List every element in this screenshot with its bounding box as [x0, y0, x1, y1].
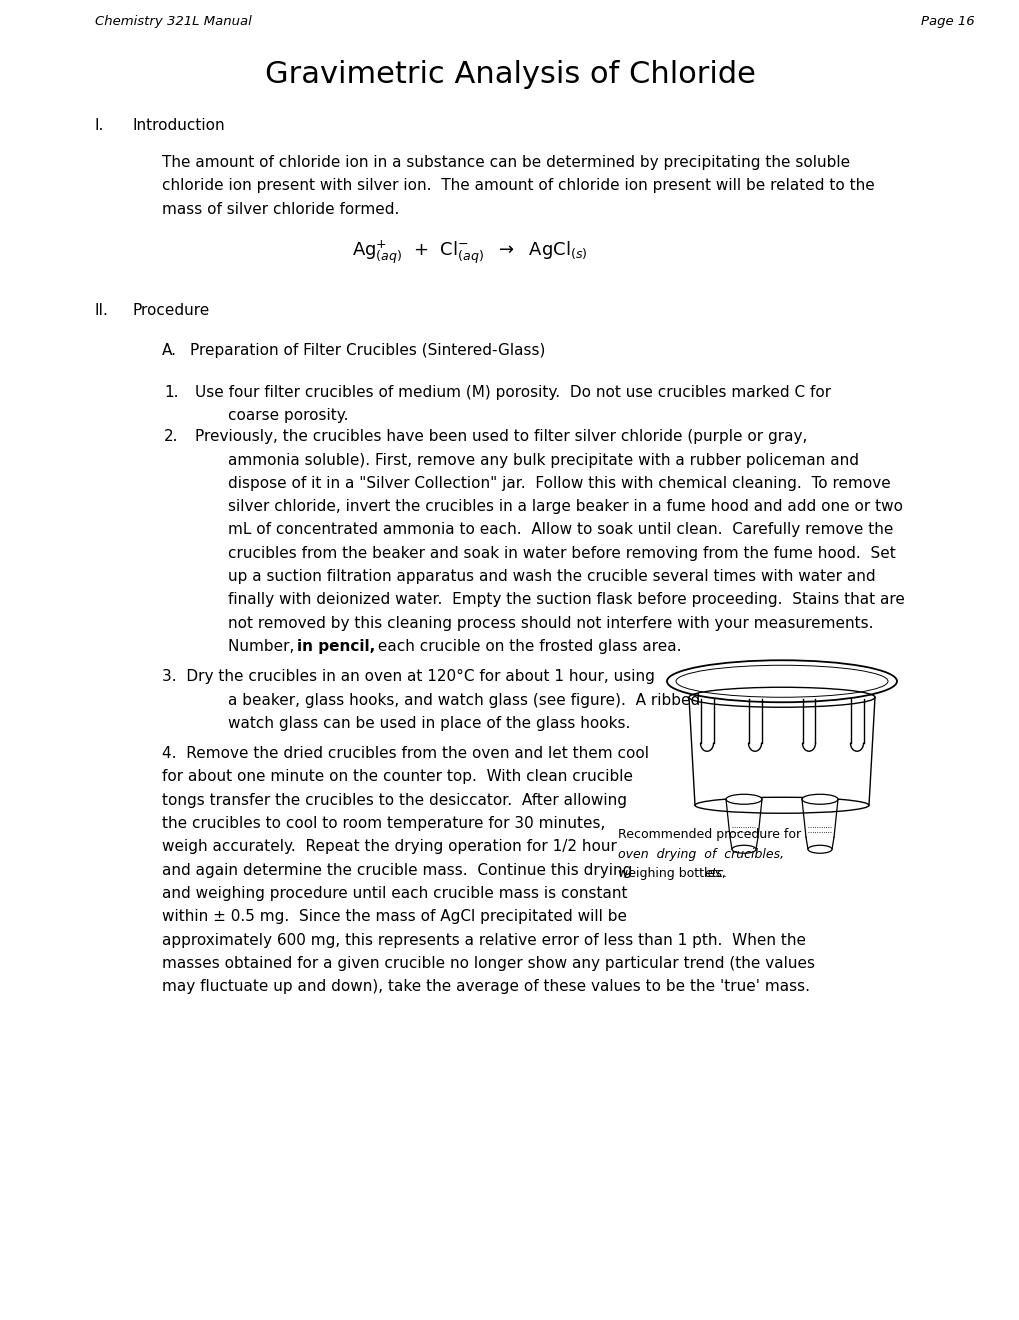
Ellipse shape	[726, 795, 761, 804]
Text: may fluctuate up and down), take the average of these values to be the 'true' ma: may fluctuate up and down), take the ave…	[162, 979, 809, 994]
Text: $\mathregular{Ag}^{+}_{(aq)}$  +  $\mathregular{Cl}^{-}_{(aq)}$  $\rightarrow$  : $\mathregular{Ag}^{+}_{(aq)}$ + $\mathre…	[352, 238, 587, 265]
Text: and weighing procedure until each crucible mass is constant: and weighing procedure until each crucib…	[162, 886, 627, 902]
Text: for about one minute on the counter top.  With clean crucible: for about one minute on the counter top.…	[162, 770, 633, 784]
Text: each crucible on the frosted glass area.: each crucible on the frosted glass area.	[373, 639, 682, 653]
Text: 2.: 2.	[164, 429, 178, 445]
Text: Number,: Number,	[228, 639, 299, 653]
Text: dispose of it in a "Silver Collection" jar.  Follow this with chemical cleaning.: dispose of it in a "Silver Collection" j…	[228, 477, 890, 491]
Text: not removed by this cleaning process should not interfere with your measurements: not removed by this cleaning process sho…	[228, 615, 872, 631]
Text: Introduction: Introduction	[131, 117, 224, 133]
Text: Procedure: Procedure	[131, 304, 209, 318]
Text: Recommended procedure for: Recommended procedure for	[618, 828, 800, 841]
Text: tongs transfer the crucibles to the desiccator.  After allowing: tongs transfer the crucibles to the desi…	[162, 793, 627, 808]
Text: masses obtained for a given crucible no longer show any particular trend (the va: masses obtained for a given crucible no …	[162, 956, 814, 970]
Text: etc.: etc.	[703, 867, 727, 880]
Text: weighing bottles,: weighing bottles,	[618, 867, 729, 880]
Ellipse shape	[732, 845, 755, 853]
Ellipse shape	[807, 845, 832, 853]
Text: Chemistry 321L Manual: Chemistry 321L Manual	[95, 15, 252, 28]
Text: a beaker, glass hooks, and watch glass (see figure).  A ribbed: a beaker, glass hooks, and watch glass (…	[228, 693, 700, 708]
Ellipse shape	[801, 795, 838, 804]
Text: approximately 600 mg, this represents a relative error of less than 1 pth.  When: approximately 600 mg, this represents a …	[162, 932, 805, 948]
Text: within ± 0.5 mg.  Since the mass of AgCl precipitated will be: within ± 0.5 mg. Since the mass of AgCl …	[162, 909, 627, 924]
Text: in pencil,: in pencil,	[298, 639, 375, 653]
Text: 3.  Dry the crucibles in an oven at 120°C for about 1 hour, using: 3. Dry the crucibles in an oven at 120°C…	[162, 669, 654, 684]
Text: watch glass can be used in place of the glass hooks.: watch glass can be used in place of the …	[228, 715, 630, 731]
Text: Previously, the crucibles have been used to filter silver chloride (purple or gr: Previously, the crucibles have been used…	[195, 429, 807, 445]
Text: coarse porosity.: coarse porosity.	[228, 408, 348, 424]
Text: A.: A.	[162, 343, 177, 358]
Text: Preparation of Filter Crucibles (Sintered-Glass): Preparation of Filter Crucibles (Sintere…	[190, 343, 545, 358]
Text: and again determine the crucible mass.  Continue this drying: and again determine the crucible mass. C…	[162, 863, 632, 878]
Text: finally with deionized water.  Empty the suction flask before proceeding.  Stain: finally with deionized water. Empty the …	[228, 593, 904, 607]
Text: The amount of chloride ion in a substance can be determined by precipitating the: The amount of chloride ion in a substanc…	[162, 154, 849, 170]
Text: 1.: 1.	[164, 385, 178, 400]
Text: the crucibles to cool to room temperature for 30 minutes,: the crucibles to cool to room temperatur…	[162, 816, 605, 832]
Text: ammonia soluble). First, remove any bulk precipitate with a rubber policeman and: ammonia soluble). First, remove any bulk…	[228, 453, 858, 467]
Text: Use four filter crucibles of medium (M) porosity.  Do not use crucibles marked C: Use four filter crucibles of medium (M) …	[195, 385, 830, 400]
Text: up a suction filtration apparatus and wash the crucible several times with water: up a suction filtration apparatus and wa…	[228, 569, 874, 583]
Text: Gravimetric Analysis of Chloride: Gravimetric Analysis of Chloride	[264, 59, 755, 88]
Text: I.: I.	[95, 117, 104, 133]
Text: mass of silver chloride formed.: mass of silver chloride formed.	[162, 202, 399, 216]
Text: 4.  Remove the dried crucibles from the oven and let them cool: 4. Remove the dried crucibles from the o…	[162, 746, 648, 762]
Text: chloride ion present with silver ion.  The amount of chloride ion present will b: chloride ion present with silver ion. Th…	[162, 178, 874, 193]
Text: oven  drying  of  crucibles,: oven drying of crucibles,	[618, 847, 784, 861]
Text: mL of concentrated ammonia to each.  Allow to soak until clean.  Carefully remov: mL of concentrated ammonia to each. Allo…	[228, 523, 893, 537]
Text: weigh accurately.  Repeat the drying operation for 1/2 hour: weigh accurately. Repeat the drying oper…	[162, 840, 616, 854]
Text: II.: II.	[95, 304, 109, 318]
Text: crucibles from the beaker and soak in water before removing from the fume hood. : crucibles from the beaker and soak in wa…	[228, 545, 895, 561]
Text: Page 16: Page 16	[920, 15, 974, 28]
Text: silver chloride, invert the crucibles in a large beaker in a fume hood and add o: silver chloride, invert the crucibles in…	[228, 499, 902, 515]
